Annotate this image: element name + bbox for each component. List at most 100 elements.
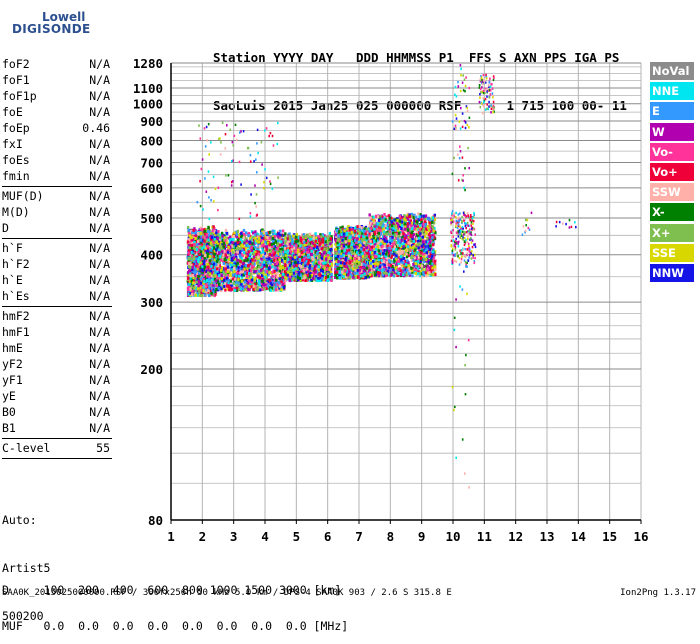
echo-point <box>246 275 248 278</box>
echo-point <box>190 244 192 247</box>
echo-point <box>330 257 332 260</box>
echo-point <box>225 254 227 257</box>
echo-point <box>325 257 327 260</box>
echo-point <box>292 235 294 238</box>
echo-point <box>234 278 236 281</box>
echo-point <box>239 255 241 258</box>
echo-point <box>283 286 285 289</box>
echo-point <box>215 288 217 291</box>
echo-point <box>254 237 256 240</box>
echo-point <box>188 252 190 255</box>
echo-point <box>212 225 214 228</box>
echo-point <box>228 258 230 261</box>
echo-point <box>266 248 268 251</box>
echo-point <box>302 236 304 239</box>
echo-point <box>251 259 253 262</box>
echo-point <box>289 264 291 267</box>
echo-point <box>279 244 281 247</box>
echo-point <box>226 242 228 245</box>
echo-point <box>220 259 222 262</box>
echo-point <box>227 246 229 249</box>
echo-point <box>215 279 217 282</box>
echo-point <box>198 280 200 283</box>
echo-point <box>263 261 265 264</box>
echo-point <box>253 253 255 256</box>
echo-point <box>206 275 208 278</box>
echo-point <box>239 260 241 263</box>
echo-point <box>327 237 329 240</box>
echo-point <box>221 250 223 253</box>
echo-point <box>314 244 316 247</box>
echo-point <box>230 264 232 267</box>
echo-point <box>221 232 223 235</box>
echo-point <box>199 246 201 249</box>
echo-point <box>282 283 284 286</box>
echo-point <box>257 261 259 264</box>
echo-point <box>269 231 271 234</box>
echo-point <box>311 256 313 259</box>
echo-point <box>223 245 225 248</box>
echo-point <box>314 267 316 270</box>
echo-point <box>235 275 237 278</box>
echo-point <box>284 260 286 263</box>
echo-point <box>232 273 234 276</box>
echo-point <box>215 231 217 234</box>
echo-point <box>258 241 260 244</box>
echo-point <box>256 240 258 243</box>
echo-point <box>270 282 272 285</box>
echo-point <box>330 248 332 251</box>
echo-point <box>242 287 244 290</box>
echo-point <box>261 280 263 283</box>
echo-point <box>201 265 203 268</box>
echo-point <box>216 260 218 263</box>
echo-point <box>193 256 195 259</box>
echo-point <box>282 230 284 233</box>
echo-point <box>291 237 293 240</box>
echo-point <box>197 240 199 243</box>
echo-point <box>187 241 189 244</box>
echo-point <box>229 238 231 241</box>
echo-point <box>237 262 239 265</box>
echo-point <box>238 275 240 278</box>
echo-point <box>240 271 242 274</box>
echo-point <box>298 253 300 256</box>
echo-point <box>284 232 286 235</box>
echo-point <box>210 232 212 235</box>
echo-point <box>233 256 235 259</box>
echo-point <box>252 284 254 287</box>
echo-point <box>210 265 212 268</box>
echo-point <box>251 266 253 269</box>
echo-point <box>270 289 272 292</box>
echo-point <box>219 236 221 239</box>
echo-point <box>286 267 288 270</box>
echo-points <box>187 64 577 489</box>
echo-point <box>233 232 235 235</box>
echo-point <box>275 288 277 291</box>
echo-point <box>311 253 313 256</box>
echo-point <box>192 282 194 285</box>
echo-point <box>284 257 286 260</box>
echo-point <box>269 271 271 274</box>
echo-point <box>294 250 296 253</box>
echo-point <box>324 261 326 264</box>
echo-point <box>287 249 289 252</box>
echo-point <box>207 249 209 252</box>
echo-point <box>251 279 253 282</box>
echo-point <box>241 240 243 243</box>
echo-point <box>280 280 282 283</box>
echo-point <box>252 288 254 291</box>
echo-point <box>277 235 279 238</box>
echo-point <box>258 253 260 256</box>
echo-point <box>267 284 269 287</box>
echo-point <box>296 268 298 271</box>
echo-point <box>187 277 189 280</box>
echo-point <box>200 282 202 285</box>
echo-point <box>284 264 286 267</box>
echo-point <box>321 247 323 250</box>
echo-point <box>241 265 243 268</box>
echo-point <box>244 259 246 262</box>
echo-point <box>303 276 305 279</box>
echo-point <box>237 278 239 281</box>
echo-point <box>209 259 211 262</box>
echo-point <box>280 288 282 291</box>
